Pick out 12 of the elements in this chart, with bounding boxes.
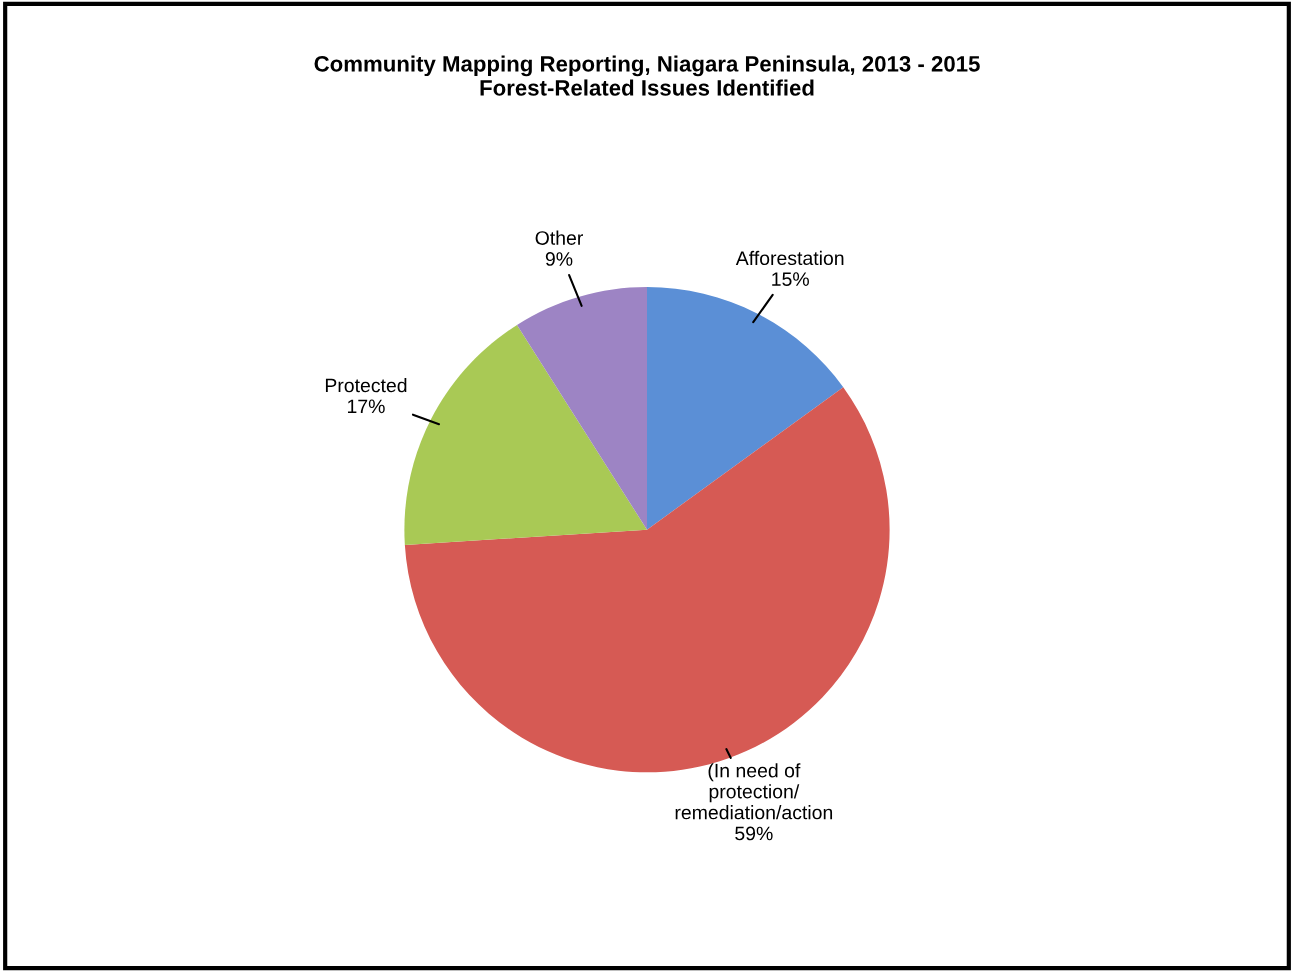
chart-subtitle: Forest-Related Issues Identified: [480, 79, 814, 96]
data-label: 9%: [545, 252, 573, 266]
slice-label: Other: [535, 230, 583, 245]
slice-label: Afforestation: [735, 250, 844, 266]
data-label: 59%: [735, 826, 773, 841]
pie-slice: [516, 287, 647, 530]
data-label: 17%: [347, 399, 385, 414]
slice-label: Protected: [325, 378, 407, 393]
pie-slice: [647, 287, 844, 530]
slice-label: (In need of protection/ remediation/action: [675, 763, 833, 820]
data-label: 15%: [772, 272, 809, 287]
chart-title: Community Mapping Reporting, Niagara Peninsula, 2013 - 2015: [314, 55, 980, 77]
